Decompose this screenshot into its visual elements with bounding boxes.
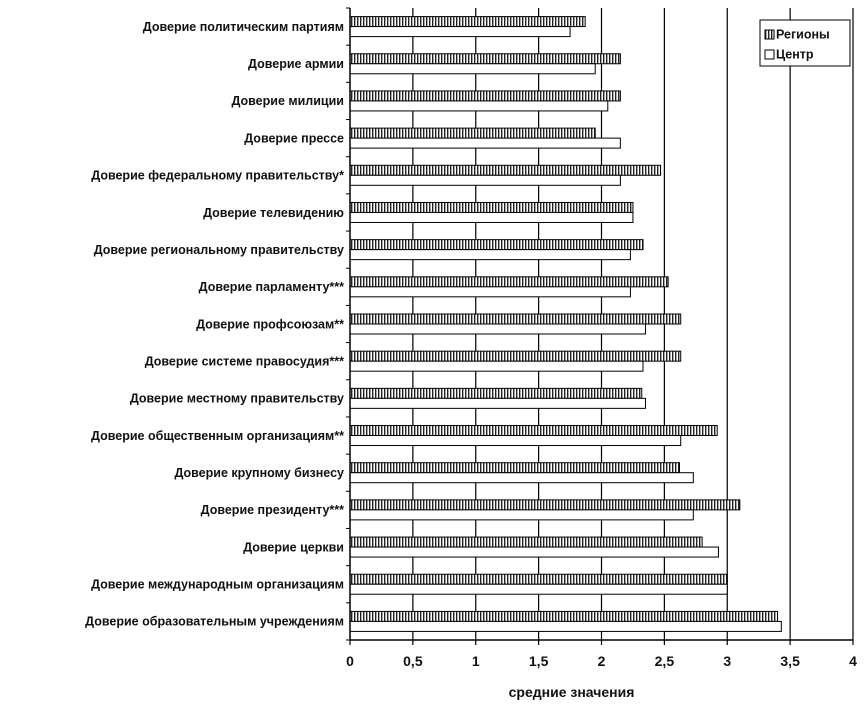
legend-swatch [764, 49, 775, 60]
bar-center [349, 509, 694, 521]
x-tick-label: 4 [849, 653, 857, 669]
category-label: Доверие телевидению [203, 206, 344, 220]
x-tick-label: 0 [346, 653, 354, 669]
tick-labels: 0 0,5 1 1,5 2 2,5 3 3,5 4 [346, 653, 857, 669]
bar-center [349, 174, 621, 186]
bar-regions [349, 16, 586, 28]
bar-regions [349, 53, 621, 65]
bar-regions [349, 239, 644, 251]
x-tick-label: 1 [472, 653, 480, 669]
bar-regions [349, 425, 718, 437]
x-tick-label: 1,5 [529, 653, 549, 669]
category-label: Доверие крупному бизнесу [174, 466, 344, 480]
bar-regions [349, 350, 682, 362]
bar-center [349, 286, 631, 298]
category-label: Доверие системе правосудия*** [145, 354, 344, 368]
bar-regions [349, 276, 669, 288]
bar-regions [349, 387, 643, 399]
category-label: Доверие общественным организациям** [91, 429, 344, 443]
bar-center [349, 211, 634, 223]
x-axis-title: средние значения [509, 684, 635, 700]
category-label: Доверие милиции [231, 94, 344, 108]
bar-center [349, 137, 621, 149]
bar-center [349, 26, 571, 38]
bar-center [349, 583, 728, 595]
x-tick-label: 0,5 [403, 653, 423, 669]
bar-regions [349, 610, 779, 622]
bar-center [349, 435, 682, 447]
category-label: Доверие армии [248, 57, 344, 71]
bar-center [349, 63, 596, 75]
category-label: Доверие прессе [244, 131, 344, 145]
bar-regions [349, 499, 741, 511]
x-tick-label: 3,5 [780, 653, 800, 669]
legend-label: Регионы [776, 28, 830, 42]
bar-regions [349, 164, 662, 176]
bar-center [349, 546, 719, 558]
category-label: Доверие президенту*** [201, 503, 344, 517]
bars [349, 16, 782, 632]
category-label: Доверие образовательным учреждениям [85, 615, 344, 629]
category-label: Доверие профсоюзам** [196, 317, 344, 331]
bar-center [349, 249, 631, 261]
category-label: Доверие местному правительству [130, 392, 344, 406]
bar-center [349, 323, 647, 335]
category-label: Доверие международным организациям [91, 578, 344, 592]
x-tick-label: 2 [598, 653, 606, 669]
axes [346, 7, 854, 645]
bar-regions [349, 462, 680, 474]
bar-center [349, 397, 647, 409]
bar-regions [349, 90, 621, 102]
category-label: Доверие церкви [243, 540, 344, 554]
bar-regions [349, 536, 703, 548]
bar-regions [349, 573, 728, 585]
bar-center [349, 472, 694, 484]
x-tick-label: 3 [723, 653, 731, 669]
legend-label: Центр [776, 48, 814, 62]
legend-swatch [764, 29, 775, 40]
legend: Регионы Центр [759, 19, 851, 67]
category-label: Доверие политическим партиям [143, 20, 344, 34]
bar-regions [349, 313, 682, 325]
category-label: Доверие федеральному правительству* [91, 169, 344, 183]
x-tick-label: 2,5 [655, 653, 675, 669]
bar-center [349, 620, 782, 632]
category-labels: Доверие политическим партиям Доверие арми… [85, 20, 344, 629]
category-label: Доверие региональному правительству [94, 243, 344, 257]
bar-center [349, 100, 609, 112]
bar-regions [349, 201, 634, 213]
bar-regions [349, 127, 596, 139]
category-label: Доверие парламенту*** [199, 280, 344, 294]
bar-center [349, 360, 644, 372]
legend-box [759, 19, 851, 67]
